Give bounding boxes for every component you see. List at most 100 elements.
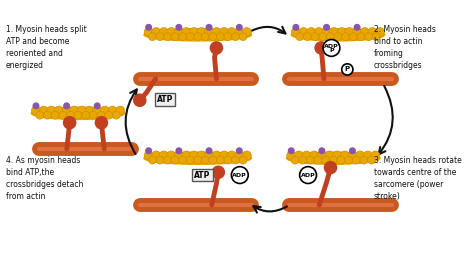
Circle shape xyxy=(167,28,176,36)
Circle shape xyxy=(242,151,251,160)
Circle shape xyxy=(360,28,369,36)
Circle shape xyxy=(292,28,301,36)
Circle shape xyxy=(156,33,164,41)
Circle shape xyxy=(224,156,232,164)
Circle shape xyxy=(64,117,76,129)
Circle shape xyxy=(134,94,146,106)
Ellipse shape xyxy=(291,29,385,41)
Circle shape xyxy=(310,151,319,160)
Circle shape xyxy=(70,106,79,115)
Text: ADP: ADP xyxy=(301,173,315,178)
Circle shape xyxy=(334,33,342,41)
Circle shape xyxy=(144,28,153,36)
Circle shape xyxy=(93,106,101,115)
Circle shape xyxy=(319,148,325,153)
Circle shape xyxy=(51,111,59,119)
Circle shape xyxy=(299,156,307,164)
Circle shape xyxy=(152,151,161,160)
Circle shape xyxy=(212,151,221,160)
Circle shape xyxy=(44,111,51,119)
Circle shape xyxy=(235,151,244,160)
Circle shape xyxy=(333,151,342,160)
Circle shape xyxy=(148,156,156,164)
Circle shape xyxy=(105,111,113,119)
Circle shape xyxy=(186,33,194,41)
Circle shape xyxy=(337,28,346,36)
Circle shape xyxy=(146,148,152,153)
Circle shape xyxy=(340,151,349,160)
Circle shape xyxy=(239,156,247,164)
Circle shape xyxy=(85,106,94,115)
Circle shape xyxy=(66,111,74,119)
Circle shape xyxy=(294,151,303,160)
Circle shape xyxy=(356,151,365,160)
Circle shape xyxy=(174,28,183,36)
Circle shape xyxy=(174,151,183,160)
Circle shape xyxy=(375,28,384,36)
Circle shape xyxy=(232,33,239,41)
Circle shape xyxy=(186,156,194,164)
Circle shape xyxy=(164,156,172,164)
Circle shape xyxy=(324,161,337,174)
Circle shape xyxy=(322,156,329,164)
Circle shape xyxy=(337,156,345,164)
Circle shape xyxy=(354,24,360,30)
Circle shape xyxy=(242,28,251,36)
Circle shape xyxy=(329,156,337,164)
Circle shape xyxy=(342,64,353,75)
Circle shape xyxy=(319,33,327,41)
Text: 4. As myosin heads
bind ATP,the
crossbridges detach
from actin: 4. As myosin heads bind ATP,the crossbri… xyxy=(6,156,83,201)
Circle shape xyxy=(291,156,299,164)
Circle shape xyxy=(232,156,239,164)
Circle shape xyxy=(206,148,212,153)
Ellipse shape xyxy=(287,152,380,164)
Circle shape xyxy=(201,156,209,164)
Circle shape xyxy=(314,156,322,164)
Circle shape xyxy=(212,28,221,36)
Circle shape xyxy=(345,156,353,164)
Circle shape xyxy=(36,111,44,119)
Text: P: P xyxy=(345,66,350,72)
Circle shape xyxy=(315,42,327,54)
Circle shape xyxy=(300,167,317,184)
Circle shape xyxy=(307,28,316,36)
Text: P: P xyxy=(329,48,334,53)
Text: ADP: ADP xyxy=(324,44,339,49)
Text: ATP: ATP xyxy=(157,95,173,104)
Circle shape xyxy=(171,156,179,164)
Circle shape xyxy=(329,28,338,36)
Circle shape xyxy=(325,151,334,160)
Circle shape xyxy=(179,33,187,41)
Circle shape xyxy=(144,151,153,160)
Ellipse shape xyxy=(144,152,252,164)
Circle shape xyxy=(148,33,156,41)
Circle shape xyxy=(348,151,357,160)
Circle shape xyxy=(152,28,161,36)
Circle shape xyxy=(302,151,311,160)
Circle shape xyxy=(197,151,206,160)
Circle shape xyxy=(194,156,201,164)
Circle shape xyxy=(31,106,40,115)
Circle shape xyxy=(303,33,311,41)
Circle shape xyxy=(345,28,354,36)
Circle shape xyxy=(323,40,340,56)
Circle shape xyxy=(97,111,105,119)
Circle shape xyxy=(182,28,191,36)
Circle shape xyxy=(205,151,214,160)
Circle shape xyxy=(296,33,304,41)
Circle shape xyxy=(227,151,236,160)
Circle shape xyxy=(311,33,319,41)
Circle shape xyxy=(112,111,120,119)
Circle shape xyxy=(357,33,365,41)
Circle shape xyxy=(212,166,224,178)
Circle shape xyxy=(171,33,179,41)
Circle shape xyxy=(371,151,380,160)
Circle shape xyxy=(352,156,360,164)
Text: ADP: ADP xyxy=(232,173,247,178)
Circle shape xyxy=(237,24,242,30)
Circle shape xyxy=(94,103,100,109)
Circle shape xyxy=(47,106,56,115)
Circle shape xyxy=(176,24,182,30)
Circle shape xyxy=(350,148,355,153)
Circle shape xyxy=(164,33,172,41)
